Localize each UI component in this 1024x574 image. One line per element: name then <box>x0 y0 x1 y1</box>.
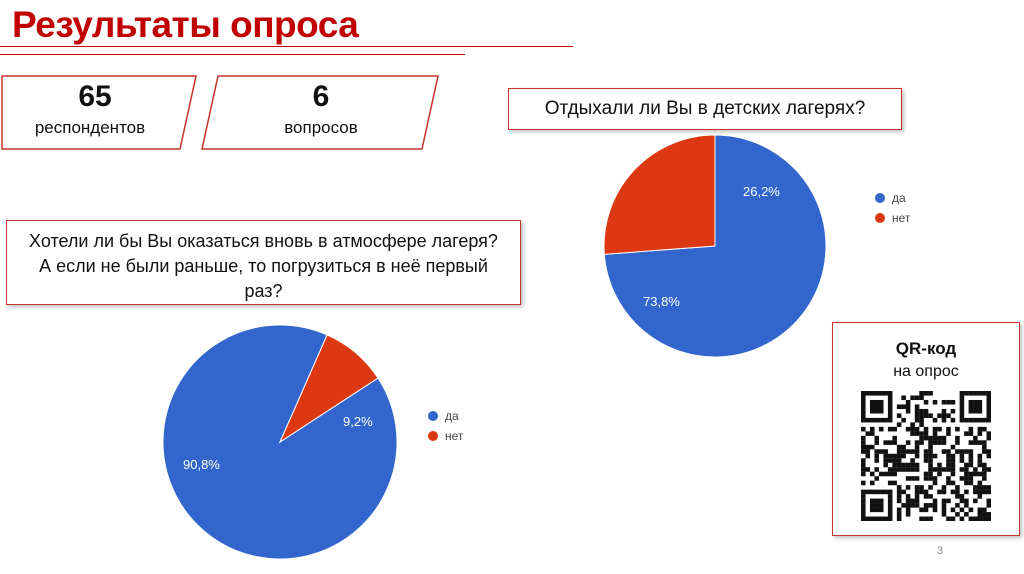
qr-subtitle: на опрос <box>893 363 959 380</box>
question-box-camps: Отдыхали ли Вы в детских лагерях? <box>508 88 902 130</box>
legend-swatch <box>875 213 885 223</box>
legend-label: да <box>445 409 459 423</box>
respondents-count: 65 <box>78 80 112 113</box>
question-box-return: Хотели ли бы Вы оказаться вновь в атмосф… <box>6 220 521 305</box>
pie-chart-camps: 73,8% 26,2% да нет <box>603 134 911 358</box>
legend-swatch <box>875 193 885 203</box>
questions-count: 6 <box>312 80 330 113</box>
stat-box-shape <box>1 75 197 150</box>
questions-label: вопросов <box>284 118 358 137</box>
pie-slice-нет <box>603 134 716 255</box>
stat-box-respondents: 65 респондентов <box>0 74 200 152</box>
question-line: Хотели ли бы Вы оказаться вновь в атмосф… <box>29 231 498 251</box>
qr-panel: QR-код на опрос <box>832 322 1020 536</box>
stat-box-questions: 6 вопросов <box>200 74 442 152</box>
pie-slice-label: 73,8% <box>643 294 680 309</box>
pie-slice-label: 26,2% <box>743 184 780 199</box>
legend-swatch <box>428 431 438 441</box>
question-line: раз? <box>244 281 283 301</box>
pie-slice-label: 9,2% <box>343 414 373 429</box>
question-line: А если не были раньше, то погрузиться в … <box>39 256 488 276</box>
legend-label: нет <box>445 429 464 443</box>
legend-label: нет <box>892 211 911 225</box>
stat-box-shape <box>201 75 439 150</box>
pie-chart-return: 90,8% 9,2% да нет <box>162 324 464 560</box>
qr-code-image[interactable] <box>861 391 991 521</box>
page-number: 3 <box>937 545 944 557</box>
legend-swatch <box>428 411 438 421</box>
respondents-label: респондентов <box>34 118 146 137</box>
title-rule-bottom <box>0 54 465 55</box>
legend-label: да <box>892 191 906 205</box>
slide-title: Результаты опроса <box>12 4 359 45</box>
pie-slice-нет <box>278 334 379 444</box>
pie-slice-label: 90,8% <box>183 457 220 472</box>
title-rule-top <box>0 46 573 47</box>
qr-title: QR-код <box>895 339 957 358</box>
